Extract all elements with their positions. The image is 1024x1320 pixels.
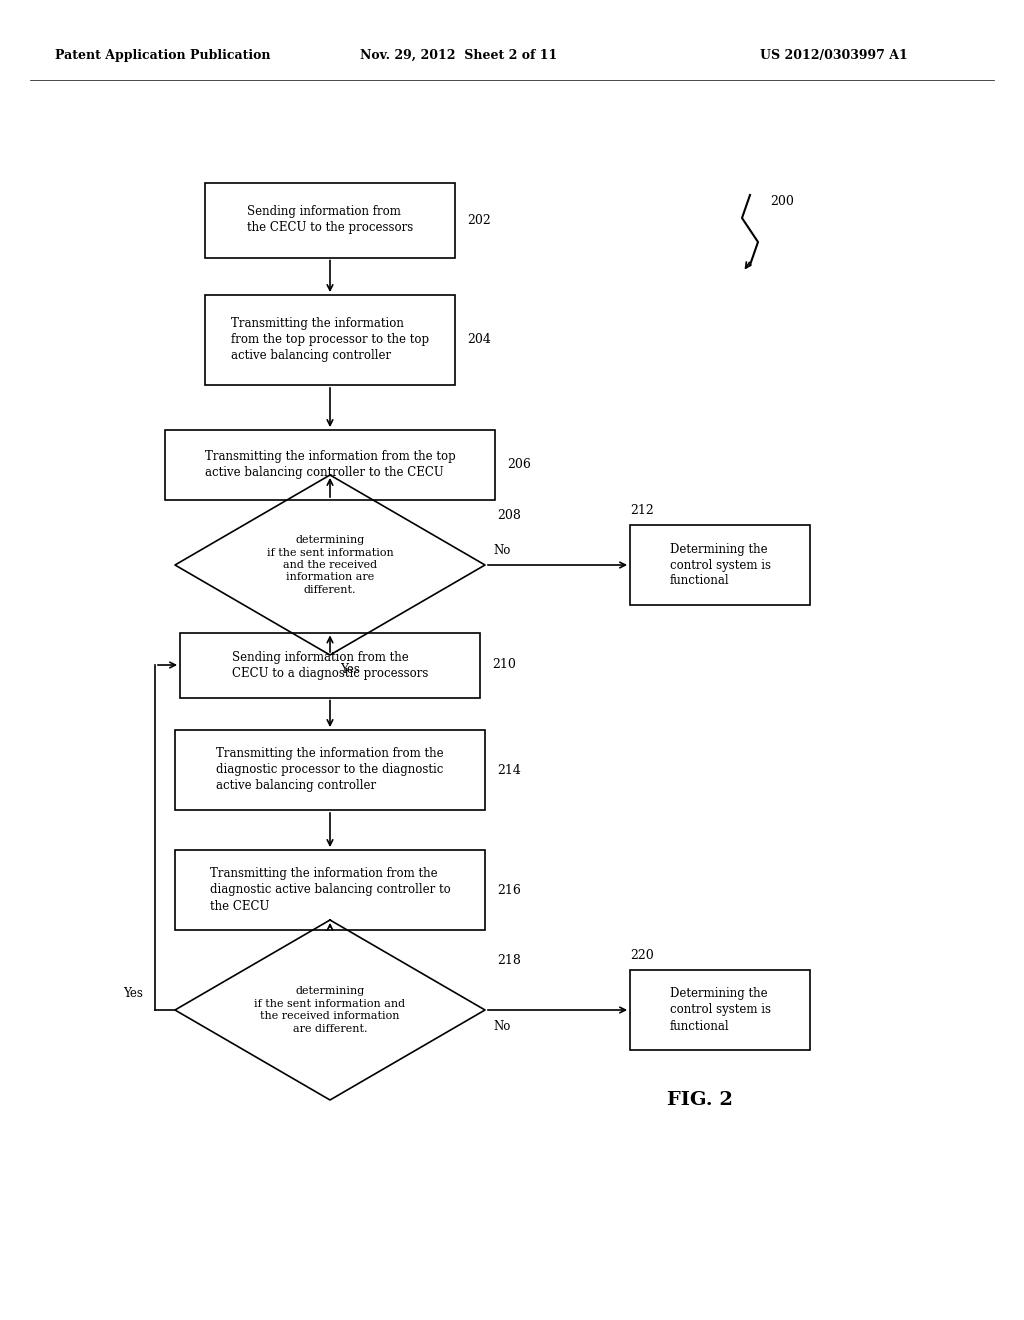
Text: determining
if the sent information
and the received
information are
different.: determining if the sent information and …: [266, 535, 393, 595]
Bar: [175, 850, 485, 931]
Text: Yes: Yes: [123, 987, 143, 1001]
Text: 206: 206: [507, 458, 530, 471]
Text: Sending information from
the CECU to the processors: Sending information from the CECU to the…: [247, 206, 413, 235]
Text: determining
if the sent information and
the received information
are different.: determining if the sent information and …: [254, 986, 406, 1034]
Text: 210: 210: [492, 659, 516, 672]
Text: Transmitting the information from the
diagnostic active balancing controller to
: Transmitting the information from the di…: [210, 867, 451, 912]
Text: Transmitting the information
from the top processor to the top
active balancing : Transmitting the information from the to…: [231, 318, 429, 363]
Text: 200: 200: [770, 195, 794, 209]
Text: No: No: [493, 544, 510, 557]
Text: Sending information from the
CECU to a diagnostic processors: Sending information from the CECU to a d…: [231, 651, 428, 680]
Text: Transmitting the information from the top
active balancing controller to the CEC: Transmitting the information from the to…: [205, 450, 456, 479]
Text: Determining the
control system is
functional: Determining the control system is functi…: [670, 987, 770, 1032]
Bar: [165, 430, 495, 500]
Bar: [205, 294, 455, 385]
Text: FIG. 2: FIG. 2: [667, 1092, 733, 1109]
Bar: [175, 730, 485, 810]
Bar: [205, 182, 455, 257]
Text: 214: 214: [497, 763, 521, 776]
Text: 212: 212: [630, 504, 653, 517]
Text: Patent Application Publication: Patent Application Publication: [55, 49, 270, 62]
Text: No: No: [493, 1020, 510, 1034]
Text: Nov. 29, 2012  Sheet 2 of 11: Nov. 29, 2012 Sheet 2 of 11: [360, 49, 557, 62]
Text: Transmitting the information from the
diagnostic processor to the diagnostic
act: Transmitting the information from the di…: [216, 747, 443, 792]
Text: 218: 218: [497, 954, 521, 968]
Bar: [630, 525, 810, 605]
Text: 204: 204: [467, 334, 490, 346]
Text: Yes: Yes: [340, 663, 359, 676]
Text: 208: 208: [497, 510, 521, 521]
Text: Determining the
control system is
functional: Determining the control system is functi…: [670, 543, 770, 587]
Text: 202: 202: [467, 214, 490, 227]
Text: 220: 220: [630, 949, 653, 962]
Bar: [180, 632, 480, 697]
Bar: [630, 970, 810, 1049]
Text: US 2012/0303997 A1: US 2012/0303997 A1: [760, 49, 907, 62]
Text: 216: 216: [497, 883, 521, 896]
